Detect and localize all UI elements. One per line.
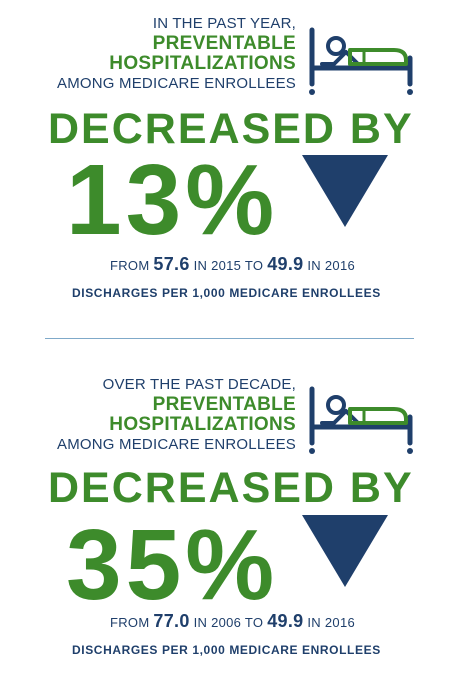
from-to-line: FROM 57.6 IN 2015 TO 49.9 IN 2016 — [110, 254, 355, 275]
units-note: DISCHARGES PER 1,000 MEDICARE ENROLLEES — [72, 643, 381, 657]
intro-line-4: AMONG MEDICARE ENROLLEES — [56, 436, 296, 453]
hospital-bed-icon — [309, 386, 413, 454]
hospital-bed-icon — [309, 27, 413, 95]
intro-text: IN THE PAST YEAR, PREVENTABLE HOSPITALIZ… — [57, 14, 296, 94]
stat-section-past-decade: OVER THE PAST DECADE, PREVENTABLE HOSPIT… — [0, 345, 472, 682]
percent-value: 13% — [66, 144, 279, 256]
from-to-line: FROM 77.0 IN 2006 TO 49.9 IN 2016 — [110, 611, 355, 632]
intro-line-1: OVER THE PAST DECADE, — [102, 376, 296, 393]
from-label: FROM — [110, 615, 150, 630]
intro-line-3: HOSPITALIZATIONS — [109, 53, 296, 74]
intro-text: OVER THE PAST DECADE, PREVENTABLE HOSPIT… — [57, 375, 296, 455]
down-triangle-icon — [302, 155, 388, 227]
from-value: 77.0 — [153, 611, 190, 631]
intro-line-4: AMONG MEDICARE ENROLLEES — [56, 75, 296, 92]
percent-value: 35% — [66, 509, 279, 621]
to-value: 49.9 — [267, 611, 304, 631]
to-year-label: IN 2016 — [307, 258, 356, 273]
intro-line-2: PREVENTABLE — [152, 394, 296, 415]
from-year-label: IN 2006 TO — [193, 615, 264, 630]
to-value: 49.9 — [267, 254, 304, 274]
stat-section-past-year: IN THE PAST YEAR, PREVENTABLE HOSPITALIZ… — [0, 0, 472, 330]
intro-line-2: PREVENTABLE — [152, 33, 296, 54]
from-value: 57.6 — [153, 254, 190, 274]
headline: DECREASED BY — [48, 464, 414, 512]
intro-line-1: IN THE PAST YEAR, — [152, 15, 296, 32]
headline: DECREASED BY — [48, 105, 414, 153]
from-label: FROM — [110, 258, 150, 273]
units-note: DISCHARGES PER 1,000 MEDICARE ENROLLEES — [72, 286, 381, 300]
to-year-label: IN 2016 — [307, 615, 356, 630]
from-year-label: IN 2015 TO — [193, 258, 264, 273]
intro-line-3: HOSPITALIZATIONS — [109, 414, 296, 435]
down-triangle-icon — [302, 515, 388, 587]
section-divider — [45, 338, 414, 339]
